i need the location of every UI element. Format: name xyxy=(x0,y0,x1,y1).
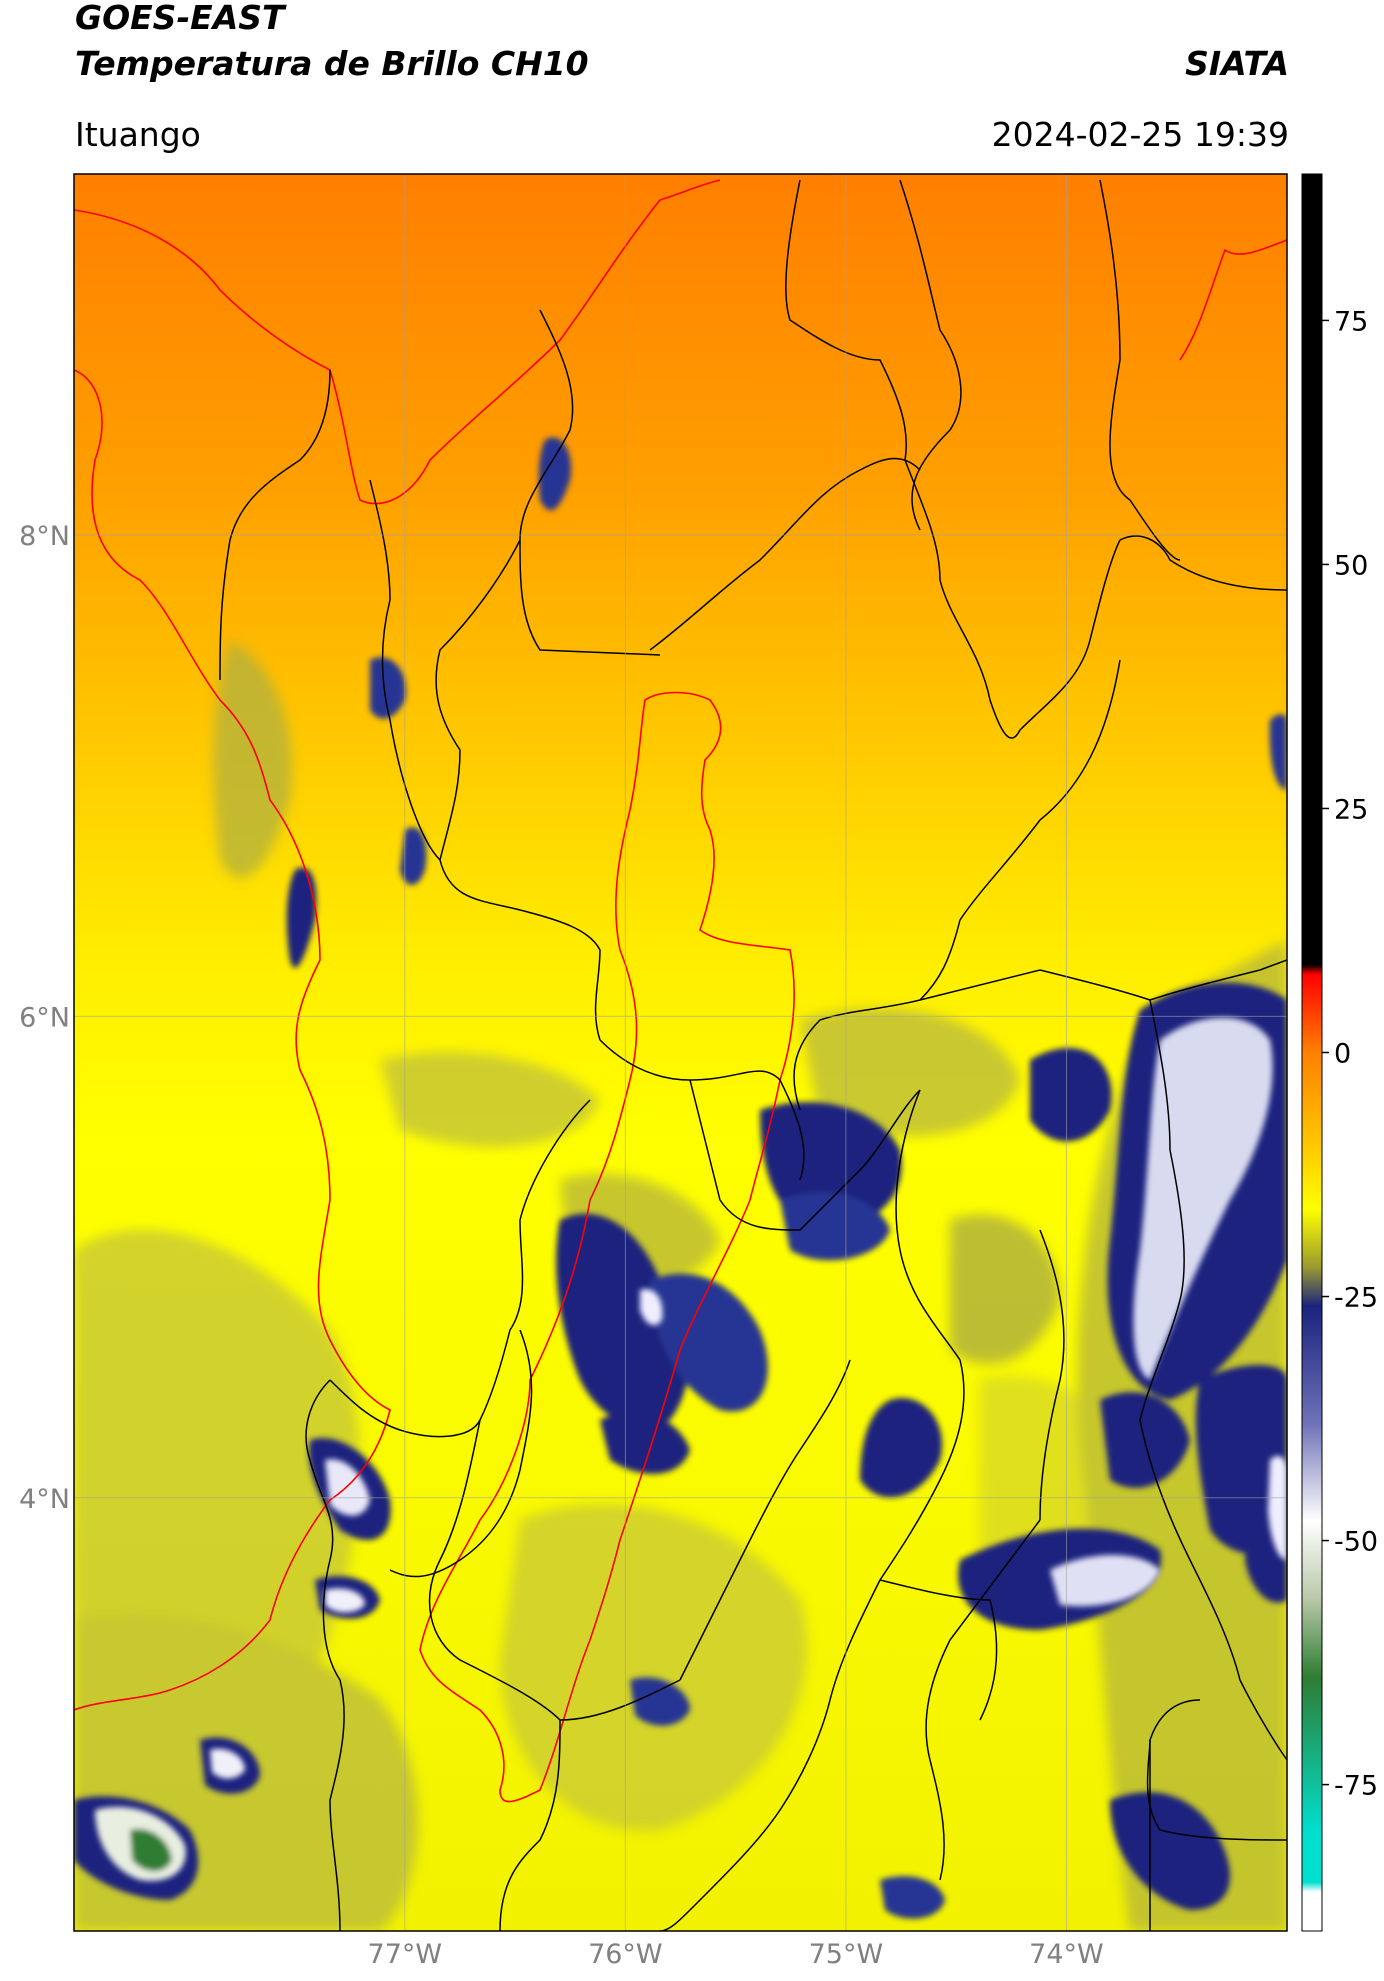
coastline-pacific xyxy=(74,369,391,1711)
colorbar-tick-label: 50 xyxy=(1334,550,1368,581)
location-label: Ituango xyxy=(75,115,201,154)
satellite-title: GOES-EAST xyxy=(75,0,285,37)
colorbar-tick-label: -75 xyxy=(1334,1771,1378,1802)
product-title: Temperatura de Brillo CH10 xyxy=(75,44,589,83)
brightness-temperature-field xyxy=(74,174,1287,1931)
datetime-label: 2024-02-25 19:39 xyxy=(991,115,1289,154)
map-frame xyxy=(73,173,1288,1932)
lon-tick-label: 74°W xyxy=(1029,1939,1104,1970)
lon-tick-label: 77°W xyxy=(368,1939,443,1970)
colorbar-tick-label: 25 xyxy=(1334,794,1368,825)
colorbar-tick-label: 75 xyxy=(1334,306,1368,337)
colorbar-ticks: 75 50 25 0 -25 -50 -75 xyxy=(1322,306,1378,1802)
lat-tick-label: 4°N xyxy=(19,1484,70,1515)
coastline-maracaibo xyxy=(1179,239,1287,361)
lon-tick-label: 76°W xyxy=(588,1939,663,1970)
longitude-labels: 77°W 76°W 75°W 74°W xyxy=(368,1939,1104,1970)
department-borders xyxy=(219,179,1287,1931)
colorbar-tick-label: 0 xyxy=(1334,1039,1351,1070)
map-gridlines xyxy=(74,174,1287,1931)
coastline-caribbean xyxy=(74,179,721,505)
lon-tick-label: 75°W xyxy=(809,1939,884,1970)
agency-label: SIATA xyxy=(1185,44,1289,83)
colorbar-tick-label: -50 xyxy=(1334,1527,1378,1558)
lat-tick-label: 6°N xyxy=(19,1002,70,1033)
colorbar-tick-label: -25 xyxy=(1334,1283,1378,1314)
lat-tick-label: 8°N xyxy=(19,521,70,552)
colorbar xyxy=(1302,174,1322,1931)
latitude-labels: 8°N 6°N 4°N xyxy=(19,521,70,1515)
ituango-basin-outline xyxy=(419,691,795,1803)
